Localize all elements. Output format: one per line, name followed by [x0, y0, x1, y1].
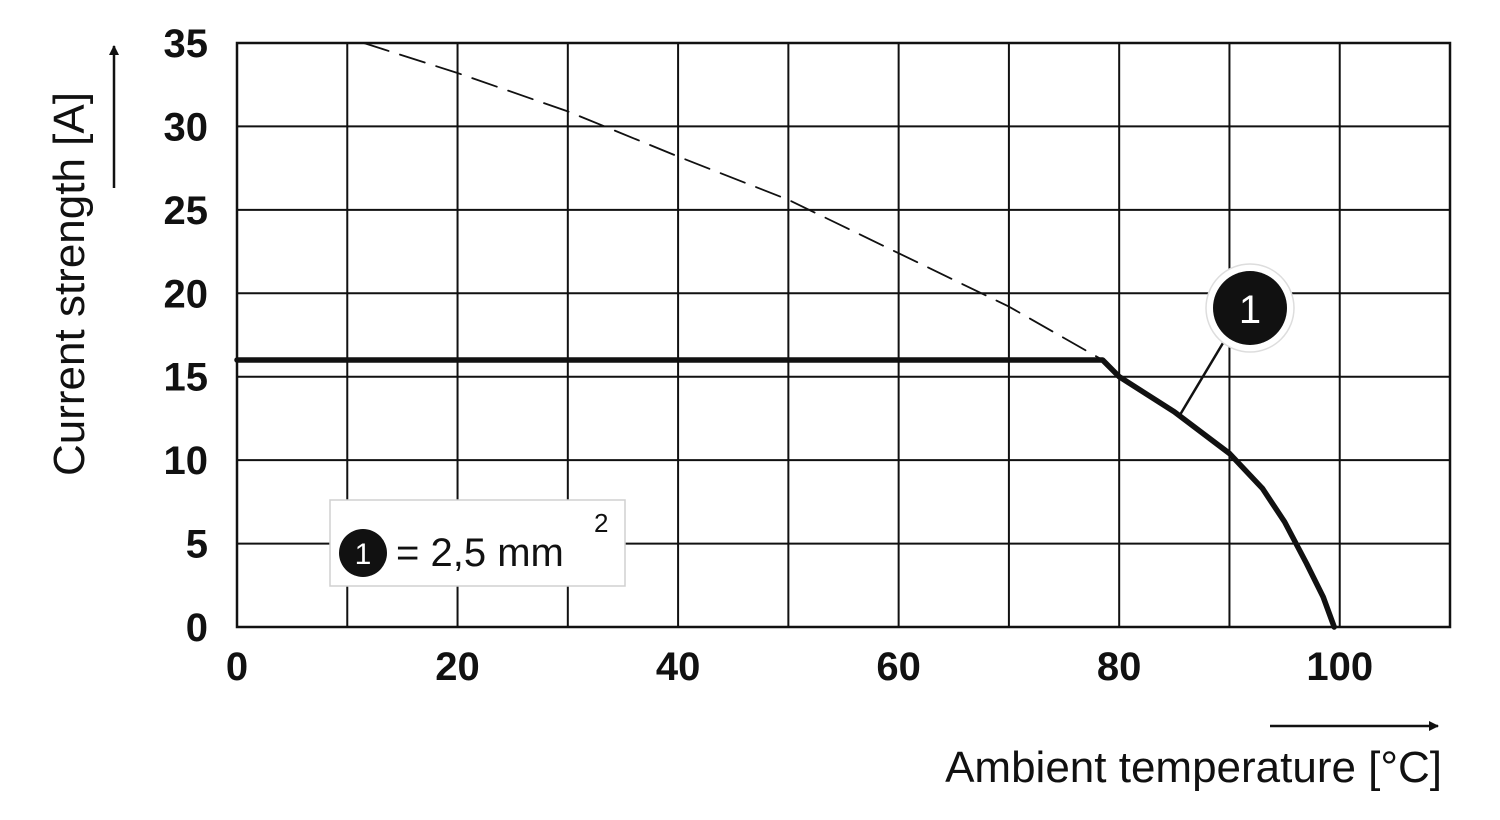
- y-tick-label: 20: [164, 272, 209, 316]
- marker-circle: [1213, 271, 1287, 345]
- marker-label: 1: [1239, 288, 1261, 332]
- curve-marker: 1: [1178, 263, 1295, 416]
- y-axis-label: Current strength [A]: [45, 92, 94, 476]
- y-tick-labels: 0 5 10 15 20 25 30 35: [164, 22, 209, 650]
- legend-superscript: 2: [594, 508, 608, 538]
- y-tick-label: 10: [164, 439, 209, 483]
- y-tick-label: 25: [164, 189, 209, 233]
- derating-curve-line: [234, 357, 1337, 630]
- y-tick-label: 30: [164, 105, 209, 149]
- x-tick-label: 60: [876, 645, 921, 689]
- legend-marker-label: 1: [355, 538, 372, 571]
- y-axis-title: Current strength [A]: [45, 45, 119, 476]
- legend: 1 = 2,5 mm 2: [329, 499, 626, 587]
- x-axis-title: Ambient temperature [°C]: [945, 721, 1442, 792]
- x-tick-label: 40: [656, 645, 701, 689]
- x-tick-label: 100: [1306, 645, 1373, 689]
- series: [234, 42, 1337, 630]
- y-tick-label: 0: [186, 606, 208, 650]
- plot-frame: [235, 41, 1452, 629]
- x-axis-label: Ambient temperature [°C]: [945, 743, 1442, 792]
- legend-marker: [339, 529, 387, 577]
- extrapolated-curve-line: [362, 42, 1104, 361]
- x-tick-label: 80: [1097, 645, 1142, 689]
- plot-border: [235, 41, 1452, 629]
- y-tick-label: 35: [164, 22, 209, 66]
- x-tick-labels: 0 20 40 60 80 100: [226, 645, 1373, 689]
- y-tick-label: 15: [164, 356, 209, 400]
- marker-leader-line: [1178, 337, 1228, 416]
- x-tick-label: 20: [435, 645, 480, 689]
- legend-text: = 2,5 mm: [396, 531, 564, 575]
- x-tick-label: 0: [226, 645, 248, 689]
- y-tick-label: 5: [186, 523, 208, 567]
